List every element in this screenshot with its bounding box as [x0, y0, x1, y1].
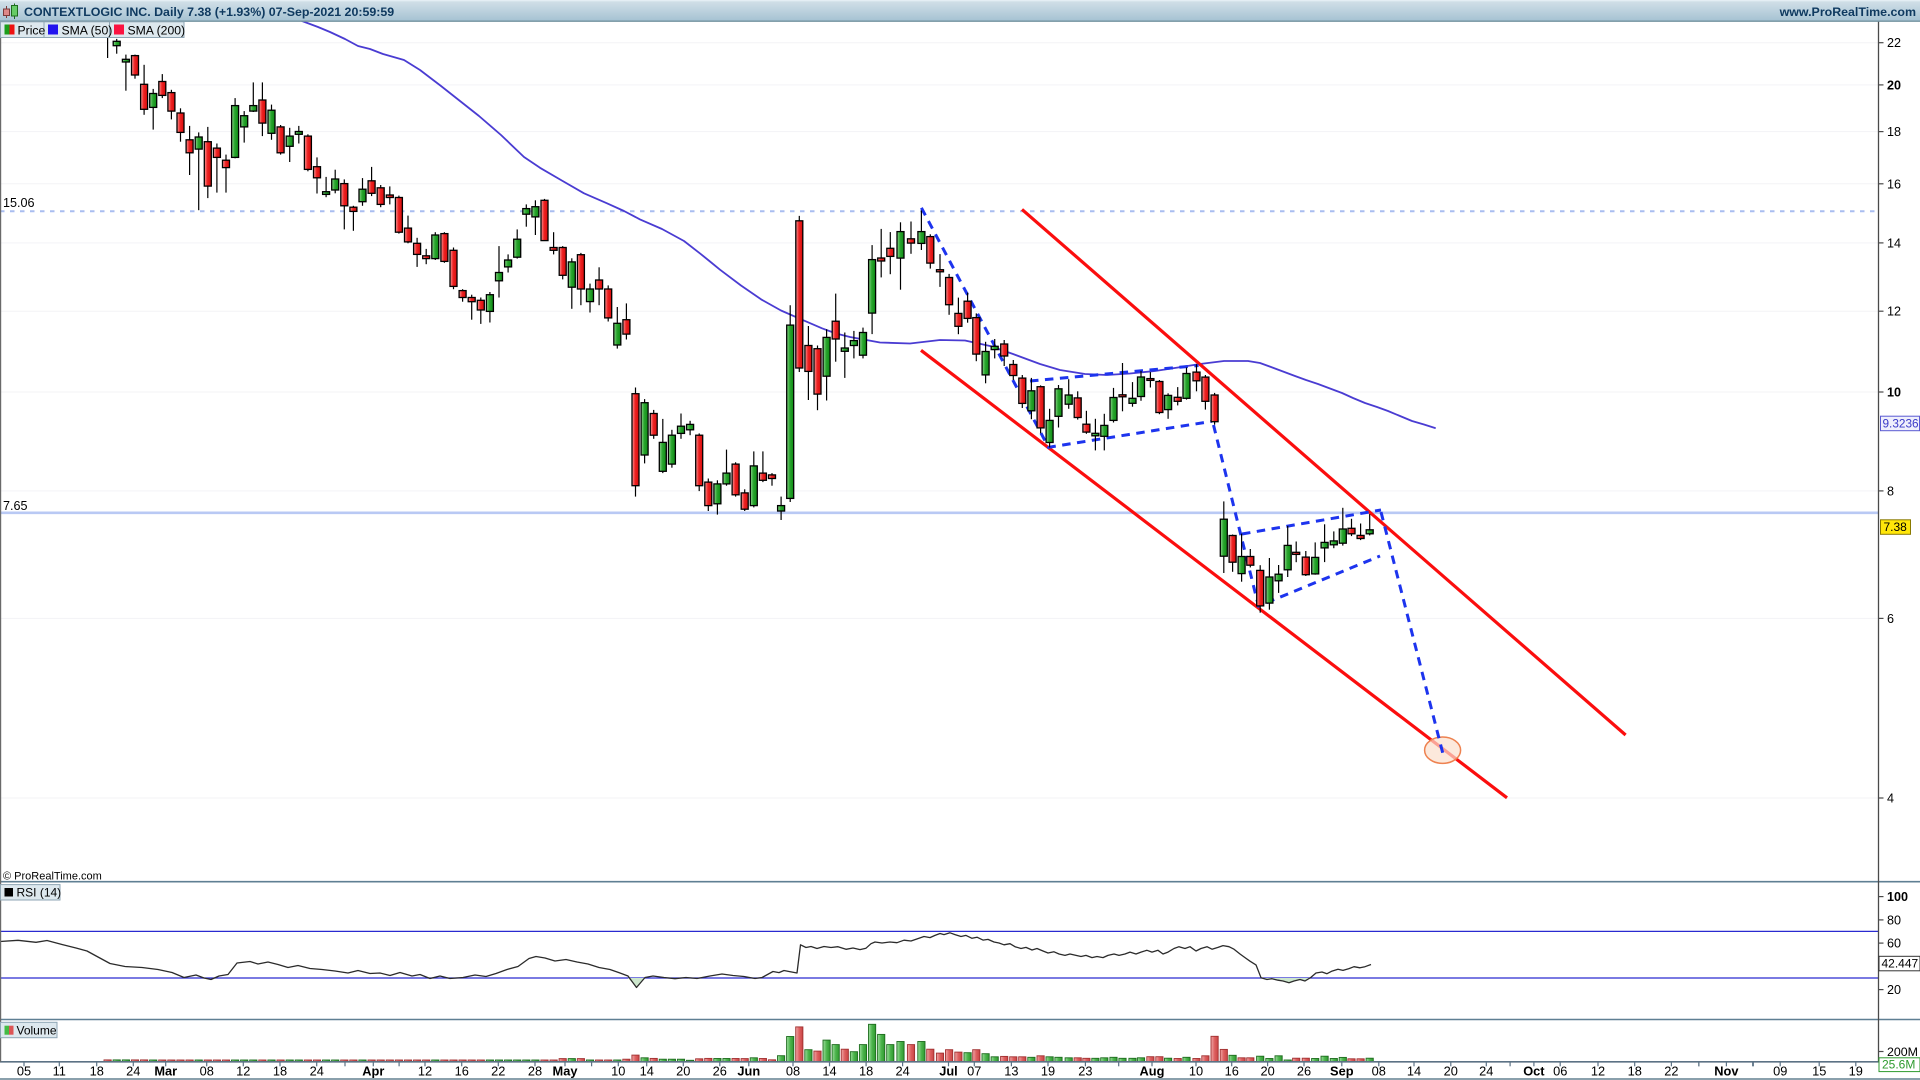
svg-text:SMA (50): SMA (50) [62, 23, 113, 37]
svg-text:20: 20 [1887, 983, 1901, 997]
svg-text:16: 16 [455, 1064, 469, 1079]
svg-text:14: 14 [822, 1064, 836, 1079]
svg-text:22: 22 [1664, 1064, 1678, 1079]
svg-text:SMA (200): SMA (200) [128, 23, 186, 37]
svg-text:22: 22 [1887, 36, 1901, 50]
svg-text:10: 10 [611, 1064, 625, 1079]
svg-text:Oct: Oct [1523, 1064, 1545, 1079]
svg-text:14: 14 [640, 1064, 654, 1079]
svg-text:80: 80 [1887, 913, 1901, 927]
svg-text:13: 13 [1004, 1064, 1018, 1079]
svg-text:© ProRealTime.com: © ProRealTime.com [3, 871, 102, 883]
svg-text:CONTEXTLOGIC INC. Daily 7.38 (: CONTEXTLOGIC INC. Daily 7.38 (+1.93%) 07… [24, 5, 394, 19]
svg-text:24: 24 [310, 1064, 324, 1079]
svg-text:18: 18 [273, 1064, 287, 1079]
svg-text:16: 16 [1887, 177, 1901, 191]
svg-text:08: 08 [1372, 1064, 1386, 1079]
svg-text:12: 12 [418, 1064, 432, 1079]
svg-text:20: 20 [1887, 78, 1901, 92]
svg-text:Price: Price [18, 23, 46, 37]
svg-text:23: 23 [1078, 1064, 1092, 1079]
svg-text:14: 14 [1407, 1064, 1421, 1079]
svg-text:RSI (14): RSI (14) [17, 886, 62, 900]
svg-text:24: 24 [1479, 1064, 1493, 1079]
svg-text:200M: 200M [1887, 1045, 1918, 1059]
svg-text:18: 18 [1628, 1064, 1642, 1079]
svg-text:6: 6 [1887, 612, 1894, 626]
svg-text:16: 16 [1225, 1064, 1239, 1079]
svg-text:09: 09 [1773, 1064, 1787, 1079]
svg-text:05: 05 [17, 1064, 31, 1079]
svg-text:20: 20 [1444, 1064, 1458, 1079]
svg-text:08: 08 [200, 1064, 214, 1079]
svg-text:8: 8 [1887, 484, 1894, 498]
svg-text:Apr: Apr [362, 1064, 384, 1079]
svg-text:May: May [553, 1064, 579, 1079]
svg-text:www.ProRealTime.com: www.ProRealTime.com [1779, 5, 1916, 19]
svg-text:Volume: Volume [17, 1023, 57, 1037]
svg-text:18: 18 [90, 1064, 104, 1079]
svg-text:60: 60 [1887, 937, 1901, 951]
svg-text:20: 20 [676, 1064, 690, 1079]
svg-text:15: 15 [1812, 1064, 1826, 1079]
svg-text:Jul: Jul [939, 1064, 958, 1079]
svg-text:18: 18 [859, 1064, 873, 1079]
svg-text:Jun: Jun [737, 1064, 760, 1079]
svg-text:4: 4 [1887, 792, 1894, 806]
svg-text:18: 18 [1887, 125, 1901, 139]
svg-text:7.65: 7.65 [3, 499, 28, 513]
svg-text:28: 28 [528, 1064, 542, 1079]
svg-text:26: 26 [1297, 1064, 1311, 1079]
svg-text:12: 12 [1591, 1064, 1605, 1079]
svg-text:10: 10 [1189, 1064, 1203, 1079]
svg-text:100: 100 [1887, 890, 1908, 904]
svg-text:19: 19 [1849, 1064, 1863, 1079]
svg-text:10: 10 [1887, 386, 1901, 400]
svg-text:25.6M: 25.6M [1882, 1058, 1915, 1072]
svg-text:24: 24 [895, 1064, 909, 1079]
svg-text:11: 11 [53, 1064, 66, 1079]
svg-text:19: 19 [1041, 1064, 1055, 1079]
svg-text:26: 26 [713, 1064, 727, 1079]
svg-text:7.38: 7.38 [1884, 520, 1908, 534]
svg-text:20: 20 [1260, 1064, 1274, 1079]
svg-text:9.3236: 9.3236 [1883, 417, 1920, 431]
svg-text:07: 07 [967, 1064, 981, 1079]
svg-text:Mar: Mar [154, 1064, 177, 1079]
svg-text:12: 12 [1887, 305, 1901, 319]
svg-text:24: 24 [126, 1064, 140, 1079]
svg-text:14: 14 [1887, 236, 1901, 250]
svg-text:12: 12 [236, 1064, 250, 1079]
svg-text:08: 08 [786, 1064, 800, 1079]
svg-text:42.447: 42.447 [1882, 957, 1919, 971]
svg-text:Sep: Sep [1330, 1064, 1354, 1079]
svg-text:Aug: Aug [1140, 1064, 1165, 1079]
svg-text:06: 06 [1553, 1064, 1567, 1079]
svg-text:22: 22 [491, 1064, 505, 1079]
svg-text:Nov: Nov [1714, 1064, 1739, 1079]
svg-text:15.06: 15.06 [3, 196, 35, 210]
